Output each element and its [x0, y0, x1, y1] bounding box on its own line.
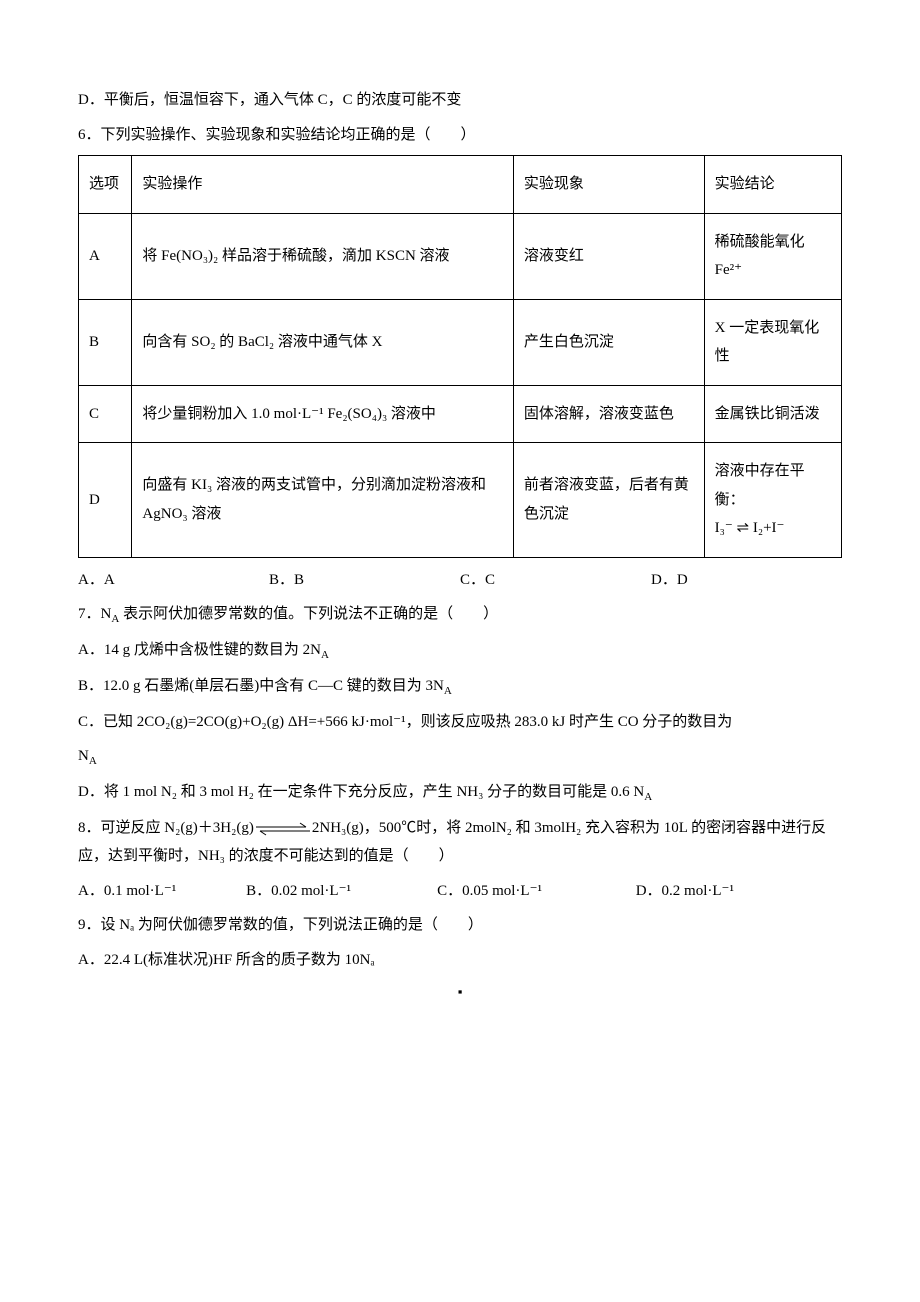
th-ph: 实验现象: [513, 156, 704, 214]
cell-con: 金属铁比铜活泼: [704, 385, 841, 443]
na-symbol: NA: [633, 784, 652, 800]
cell-ph: 固体溶解，溶液变蓝色: [513, 385, 704, 443]
th-op: 实验操作: [132, 156, 514, 214]
cell-con: X 一定表现氧化性: [704, 299, 841, 385]
q5-option-d: D．平衡后，恒温恒容下，通入气体 C，C 的浓度可能不变: [78, 86, 842, 115]
q9-option-a: A．22.4 L(标准状况)HF 所含的质子数为 10Nₐ: [78, 946, 842, 975]
cell-opt: A: [79, 213, 132, 299]
cell-con: 溶液中存在平衡： I₃⁻ ⇌ I₂+I⁻: [704, 443, 841, 558]
cell-op: 向含有 SO₂ 的 BaCl₂ 溶液中通气体 X: [132, 299, 514, 385]
table-row: A 将 Fe(NO₃)₂ 样品溶于稀硫酸，滴加 KSCN 溶液 溶液变红 稀硫酸…: [79, 213, 842, 299]
q8-opt-b: B．0.02 mol·L⁻¹: [246, 877, 437, 906]
q7-b-text: B．12.0 g 石墨烯(单层石墨)中含有 C—C 键的数目为 3: [78, 678, 433, 694]
q7-c-equation: 2CO₂(g)=2CO(g)+O₂(g) ΔH=+566 kJ·mol⁻¹: [137, 714, 406, 730]
q7-d-p3: 在一定条件下充分反应，产生: [254, 784, 457, 800]
table-row: D 向盛有 KI₃ 溶液的两支试管中，分别滴加淀粉溶液和 AgNO₃ 溶液 前者…: [79, 443, 842, 558]
q7-d-n2: 1 mol N₂: [123, 784, 177, 800]
q7-option-c: C．已知 2CO₂(g)=2CO(g)+O₂(g) ΔH=+566 kJ·mol…: [78, 708, 842, 737]
th-con: 实验结论: [704, 156, 841, 214]
cell-opt: D: [79, 443, 132, 558]
na-symbol: NA: [433, 678, 452, 694]
q7-d-nh3: NH₃: [456, 784, 483, 800]
cell-con: 稀硫酸能氧化 Fe²⁺: [704, 213, 841, 299]
q7-d-p4: 分子的数目可能是 0.6: [483, 784, 633, 800]
table-row: B 向含有 SO₂ 的 BaCl₂ 溶液中通气体 X 产生白色沉淀 X 一定表现…: [79, 299, 842, 385]
na-symbol: NA: [101, 606, 120, 622]
cell-opt: B: [79, 299, 132, 385]
na-symbol: NA: [310, 642, 329, 658]
page-marker-icon: ▪: [78, 980, 842, 1005]
cell-ph: 前者溶液变蓝，后者有黄色沉淀: [513, 443, 704, 558]
q7-a-text: A．14 g 戊烯中含极性键的数目为 2: [78, 642, 310, 658]
q8-opt-c: C．0.05 mol·L⁻¹: [437, 877, 636, 906]
th-opt: 选项: [79, 156, 132, 214]
q8-stem: 8．可逆反应 N₂(g)＋3H₂(g)2NH₃(g)，500℃时，将 2molN…: [78, 814, 842, 871]
q7-stem-prefix: 7．: [78, 606, 101, 622]
q7-c-prefix: C．已知: [78, 714, 137, 730]
q6-opt-b: B．B: [269, 566, 460, 595]
q9-stem: 9．设 Nₐ 为阿伏伽德罗常数的值，下列说法正确的是（ ）: [78, 911, 842, 940]
q7-option-b: B．12.0 g 石墨烯(单层石墨)中含有 C—C 键的数目为 3NA: [78, 672, 842, 702]
cell-op: 向盛有 KI₃ 溶液的两支试管中，分别滴加淀粉溶液和 AgNO₃ 溶液: [132, 443, 514, 558]
na-symbol: NA: [78, 748, 97, 764]
q7-d-p2: 和: [177, 784, 200, 800]
q7-stem-suffix: 表示阿伏加德罗常数的值。下列说法不正确的是（ ）: [119, 606, 498, 622]
q6-stem: 6．下列实验操作、实验现象和实验结论均正确的是（ ）: [78, 121, 842, 150]
q7-option-d: D．将 1 mol N₂ 和 3 mol H₂ 在一定条件下充分反应，产生 NH…: [78, 778, 842, 808]
q7-stem: 7．NA 表示阿伏加德罗常数的值。下列说法不正确的是（ ）: [78, 600, 842, 630]
q6-options: A．A B．B C．C D．D: [78, 566, 842, 595]
q6-table: 选项 实验操作 实验现象 实验结论 A 将 Fe(NO₃)₂ 样品溶于稀硫酸，滴…: [78, 155, 842, 558]
table-header-row: 选项 实验操作 实验现象 实验结论: [79, 156, 842, 214]
q6-opt-d: D．D: [651, 566, 842, 595]
q8-stem-a: 8．可逆反应 N₂(g)＋3H₂(g): [78, 820, 254, 836]
q8-opt-d: D．0.2 mol·L⁻¹: [636, 877, 842, 906]
q6-opt-c: C．C: [460, 566, 651, 595]
q7-c-suffix: ，则该反应吸热 283.0 kJ 时产生 CO 分子的数目为: [406, 714, 733, 730]
cell-ph: 产生白色沉淀: [513, 299, 704, 385]
equilibrium-arrow-icon: [254, 822, 312, 836]
q7-option-a: A．14 g 戊烯中含极性键的数目为 2NA: [78, 636, 842, 666]
cell-op: 将少量铜粉加入 1.0 mol·L⁻¹ Fe₂(SO₄)₃ 溶液中: [132, 385, 514, 443]
q8-opt-a: A．0.1 mol·L⁻¹: [78, 877, 246, 906]
q6-opt-a: A．A: [78, 566, 269, 595]
q7-d-p1: D．将: [78, 784, 123, 800]
q7-option-c-cont: NA: [78, 742, 842, 772]
q8-options: A．0.1 mol·L⁻¹ B．0.02 mol·L⁻¹ C．0.05 mol·…: [78, 877, 842, 906]
cell-ph: 溶液变红: [513, 213, 704, 299]
q7-d-h2: 3 mol H₂: [200, 784, 254, 800]
cell-opt: C: [79, 385, 132, 443]
table-row: C 将少量铜粉加入 1.0 mol·L⁻¹ Fe₂(SO₄)₃ 溶液中 固体溶解…: [79, 385, 842, 443]
cell-op: 将 Fe(NO₃)₂ 样品溶于稀硫酸，滴加 KSCN 溶液: [132, 213, 514, 299]
